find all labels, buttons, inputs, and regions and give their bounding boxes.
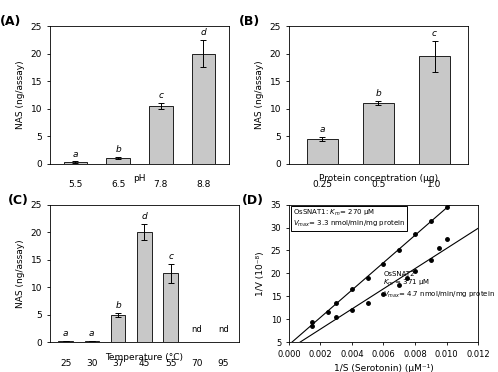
X-axis label: Protein concentration (μg): Protein concentration (μg)	[319, 174, 438, 183]
Text: a: a	[73, 150, 78, 159]
Text: (C): (C)	[8, 193, 29, 206]
Text: c: c	[168, 252, 173, 261]
Text: a: a	[320, 125, 325, 134]
Bar	[64, 162, 87, 164]
Bar	[163, 273, 178, 342]
Bar	[419, 56, 450, 164]
Bar	[192, 54, 215, 164]
Y-axis label: NAS (ng/assay): NAS (ng/assay)	[16, 61, 25, 129]
Bar	[111, 315, 125, 342]
Text: 37: 37	[113, 359, 124, 368]
Text: 70: 70	[191, 359, 203, 368]
Text: OsSNAT1: $K_m$= 270 μM
$V_{max}$= 3.3 nmol/min/mg protein: OsSNAT1: $K_m$= 270 μM $V_{max}$= 3.3 nm…	[293, 207, 405, 229]
Bar	[307, 139, 338, 164]
Y-axis label: 1/V (10⁻⁸): 1/V (10⁻⁸)	[256, 251, 265, 296]
Text: d: d	[141, 212, 147, 221]
Text: 55: 55	[165, 359, 176, 368]
Text: 5.5: 5.5	[68, 180, 83, 189]
Text: OsSNAT2
$K_m$ = 371 μM
$V_{max}$= 4.7 nmol/min/mg protein: OsSNAT2 $K_m$ = 371 μM $V_{max}$= 4.7 nm…	[383, 271, 496, 300]
Text: c: c	[158, 92, 163, 100]
Text: 25: 25	[60, 359, 71, 368]
Text: d: d	[201, 28, 206, 37]
Text: b: b	[375, 89, 381, 98]
Text: 30: 30	[86, 359, 98, 368]
X-axis label: Temperature (°C): Temperature (°C)	[106, 353, 183, 362]
Text: c: c	[432, 29, 437, 38]
Text: a: a	[63, 329, 68, 338]
Text: nd: nd	[218, 325, 229, 334]
X-axis label: 1/S (Serotonin) (μM⁻¹): 1/S (Serotonin) (μM⁻¹)	[334, 365, 433, 372]
Y-axis label: NAS (ng/assay): NAS (ng/assay)	[255, 61, 264, 129]
Text: 0.25: 0.25	[312, 180, 333, 189]
Text: 6.5: 6.5	[111, 180, 125, 189]
Text: 8.8: 8.8	[196, 180, 211, 189]
Text: 45: 45	[139, 359, 150, 368]
Text: 0.5: 0.5	[372, 180, 385, 189]
Bar	[149, 106, 172, 164]
Y-axis label: NAS (ng/assay): NAS (ng/assay)	[16, 239, 25, 308]
Text: 95: 95	[218, 359, 229, 368]
Text: (D): (D)	[242, 193, 263, 206]
Text: b: b	[115, 145, 121, 154]
X-axis label: pH: pH	[133, 174, 146, 183]
Text: 7.8: 7.8	[153, 180, 168, 189]
Bar	[58, 341, 73, 342]
Text: nd: nd	[192, 325, 202, 334]
Bar	[137, 232, 152, 342]
Text: 1.0: 1.0	[427, 180, 442, 189]
Text: b: b	[115, 301, 121, 310]
Text: (A): (A)	[0, 15, 21, 28]
Bar	[85, 341, 99, 342]
Bar	[363, 103, 394, 164]
Bar	[107, 158, 130, 164]
Text: (B): (B)	[239, 15, 260, 28]
Text: a: a	[89, 329, 95, 338]
